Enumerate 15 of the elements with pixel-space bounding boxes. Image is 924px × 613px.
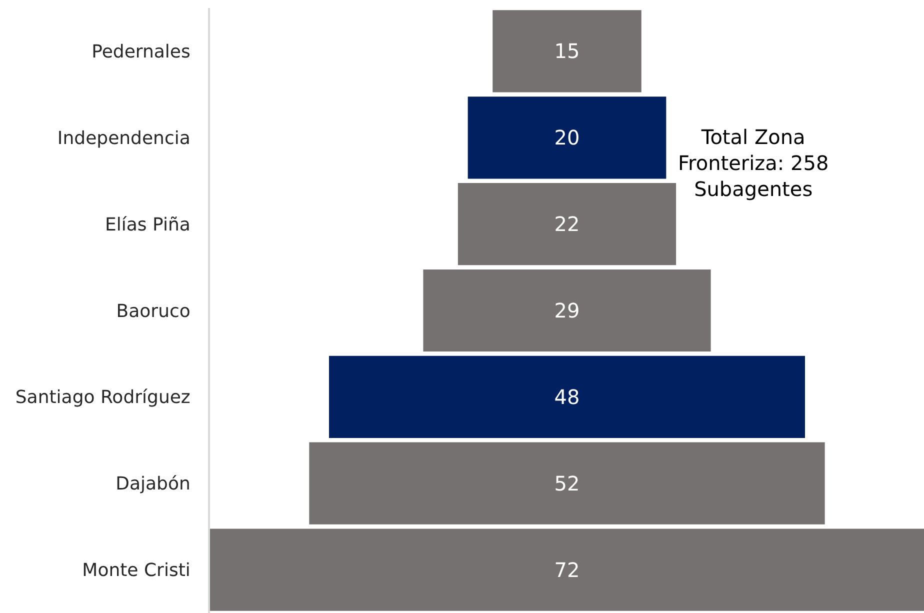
category-label: Dajabón	[116, 474, 190, 495]
data-label: 22	[554, 212, 580, 236]
data-label: 48	[554, 384, 580, 409]
data-label: 15	[554, 39, 580, 64]
data-label: 72	[554, 558, 580, 582]
category-label: Independencia	[57, 128, 190, 149]
data-label: 29	[554, 298, 580, 322]
category-label: Elías Piña	[104, 214, 190, 236]
category-label: Baoruco	[116, 300, 190, 322]
category-label: Monte Cristi	[82, 560, 190, 582]
category-label: Pedernales	[92, 42, 190, 63]
data-label: 52	[554, 471, 580, 496]
text: Total Zona Fronteriza: 258 Subagentes	[678, 125, 829, 201]
data-label: 20	[554, 126, 580, 150]
category-label: Santiago Rodríguez	[15, 387, 190, 408]
